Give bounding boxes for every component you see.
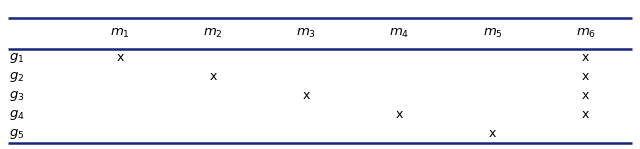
Text: $g_4$: $g_4$ xyxy=(9,108,25,122)
Text: x: x xyxy=(303,89,310,102)
Text: x: x xyxy=(582,108,589,121)
Text: x: x xyxy=(209,70,217,83)
Text: x: x xyxy=(582,89,589,102)
Text: $m_3$: $m_3$ xyxy=(296,27,316,40)
Text: $m_2$: $m_2$ xyxy=(203,27,223,40)
Text: $g_5$: $g_5$ xyxy=(9,127,24,141)
Text: $m_6$: $m_6$ xyxy=(575,27,596,40)
Text: x: x xyxy=(582,52,589,65)
Text: $m_4$: $m_4$ xyxy=(389,27,410,40)
Text: x: x xyxy=(489,127,496,140)
Text: $g_2$: $g_2$ xyxy=(9,70,24,84)
Text: x: x xyxy=(396,108,403,121)
Text: x: x xyxy=(116,52,124,65)
Text: $g_3$: $g_3$ xyxy=(9,89,24,103)
Text: $m_5$: $m_5$ xyxy=(483,27,502,40)
Text: x: x xyxy=(582,70,589,83)
Text: $m_1$: $m_1$ xyxy=(110,27,130,40)
Text: $g_1$: $g_1$ xyxy=(9,51,24,65)
